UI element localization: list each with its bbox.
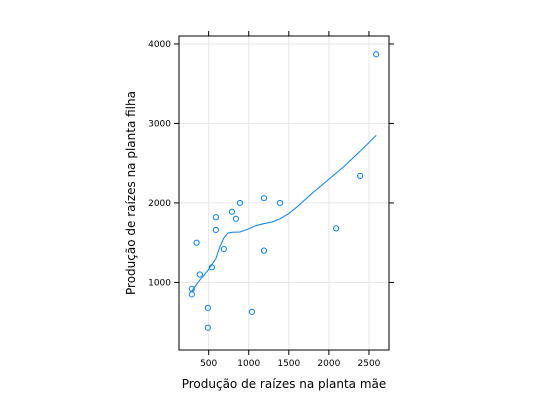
data-point <box>248 308 256 315</box>
y-tick-label: 3000 <box>148 119 171 129</box>
data-point <box>204 304 211 311</box>
ticks-layer: 500 1000 1500 2000 2500 1000 2000 3000 4000 <box>148 31 394 369</box>
x-tick-label: 2500 <box>358 359 381 369</box>
data-point <box>357 172 364 180</box>
data-point <box>236 199 244 207</box>
grid-layer <box>179 36 389 350</box>
smooth-curve <box>191 135 377 292</box>
data-point <box>212 226 219 234</box>
series-layer <box>188 51 380 331</box>
plot-frame <box>178 35 390 351</box>
data-point <box>204 324 211 331</box>
x-tick-label: 1000 <box>237 359 260 369</box>
y-tick-label: 4000 <box>148 40 171 50</box>
data-point <box>332 225 340 232</box>
data-point <box>232 215 240 222</box>
data-point <box>212 214 219 221</box>
data-point <box>260 247 268 254</box>
data-point <box>196 271 203 278</box>
y-tick-label: 1000 <box>148 278 171 288</box>
y-axis-label: Produção de raízes na planta filha <box>124 91 138 295</box>
data-point <box>193 239 200 246</box>
data-point <box>208 264 215 271</box>
data-point <box>373 51 380 58</box>
data-point <box>188 291 195 298</box>
y-tick-label: 2000 <box>148 199 171 209</box>
x-tick-label: 2000 <box>317 359 340 369</box>
data-point <box>228 208 236 215</box>
x-tick-label: 1500 <box>277 359 300 369</box>
data-point <box>260 195 268 202</box>
data-point <box>276 199 284 207</box>
data-point <box>220 245 227 253</box>
x-tick-label: 500 <box>200 359 217 369</box>
x-axis-label: Produção de raízes na planta mãe <box>182 377 387 391</box>
